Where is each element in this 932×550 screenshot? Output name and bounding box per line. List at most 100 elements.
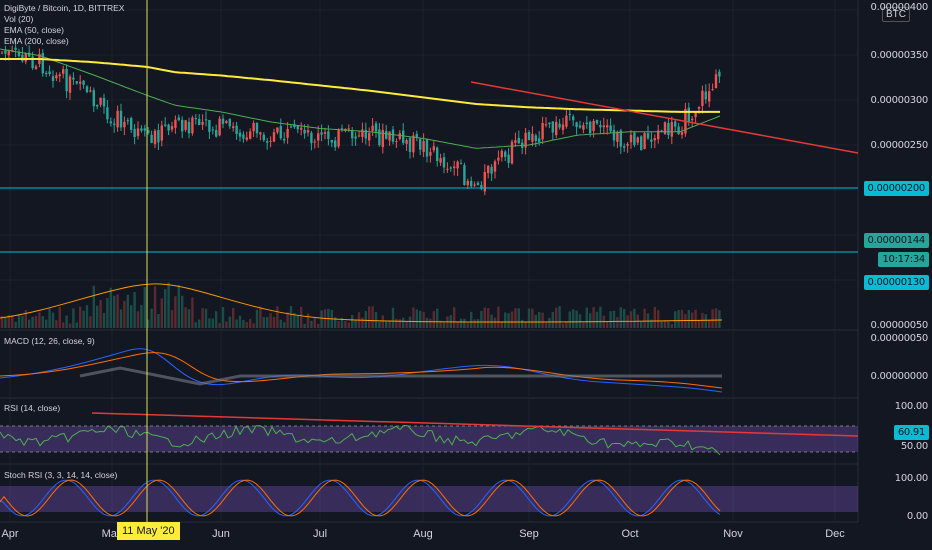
price-tick: 0.00000250	[870, 140, 929, 151]
time-tick-jun: Jun	[212, 528, 230, 540]
volume-bar	[211, 318, 214, 328]
candle	[612, 129, 616, 141]
candle	[55, 75, 58, 79]
candle	[534, 135, 537, 141]
volume-bar	[4, 316, 7, 328]
volume-bar	[14, 321, 17, 328]
volume-bar	[337, 321, 340, 328]
volume-bar	[398, 319, 401, 328]
candle	[636, 137, 639, 143]
candle	[667, 123, 670, 136]
candle	[255, 122, 259, 134]
volume-bar	[674, 311, 677, 328]
macd-tick: 0.00000050	[870, 333, 929, 344]
candle	[340, 128, 344, 130]
volume-bar	[548, 317, 551, 328]
volume-bar	[296, 315, 299, 328]
candle	[538, 138, 541, 143]
volume-bar	[99, 300, 102, 328]
candle	[58, 74, 61, 77]
candle	[347, 128, 350, 130]
candle	[262, 134, 265, 141]
volume-bar	[194, 322, 197, 328]
macd-tick: 0.00000000	[870, 371, 929, 382]
volume-bar	[320, 310, 323, 328]
stoch-label: Stoch RSI (3, 3, 14, 14, close)	[4, 470, 118, 480]
rsi-line	[0, 424, 721, 456]
stoch-rsi-pane	[0, 479, 858, 517]
candle	[487, 165, 490, 174]
volume-bar	[680, 309, 684, 328]
volume-bar	[408, 316, 412, 328]
volume-bar	[187, 309, 191, 328]
volume-bar	[75, 322, 78, 328]
volume-bar	[204, 308, 208, 328]
volume-bar	[694, 309, 697, 328]
volume-bar	[663, 320, 667, 328]
volume-bar	[385, 321, 388, 328]
volume-bar	[340, 317, 344, 328]
candle	[306, 130, 310, 133]
volume-bar	[555, 307, 558, 328]
volume-bar	[527, 308, 531, 328]
candle	[476, 182, 480, 186]
volume-bar	[106, 298, 109, 328]
candle	[51, 76, 55, 81]
volume-bar	[463, 318, 466, 328]
candle	[660, 130, 663, 132]
volume-bar	[538, 312, 541, 328]
volume-bar	[459, 318, 463, 328]
volume-bar	[473, 319, 476, 328]
candle	[368, 133, 371, 141]
ema200-label: EMA (200, close)	[4, 36, 69, 46]
candle	[259, 132, 262, 135]
volume-bar	[412, 307, 415, 328]
candle	[317, 133, 320, 141]
candle	[623, 146, 626, 148]
candle	[242, 134, 245, 139]
currency-button[interactable]: BTC	[882, 7, 910, 22]
volume-bar	[164, 289, 167, 328]
candle	[351, 130, 354, 139]
candle	[592, 120, 595, 131]
candle	[327, 131, 330, 140]
candle	[143, 128, 146, 131]
volume-bar	[34, 315, 38, 328]
candle	[374, 123, 378, 132]
candle	[215, 130, 218, 137]
candle	[575, 122, 578, 127]
candle	[680, 132, 684, 135]
volume-bar	[354, 319, 357, 328]
volume-bar	[544, 322, 548, 328]
candle	[279, 126, 282, 139]
volume-bar	[619, 307, 622, 328]
ema-lines	[0, 48, 721, 149]
volume-bar	[303, 323, 306, 328]
volume-bar	[269, 313, 272, 328]
volume-bar	[334, 317, 337, 328]
candle	[31, 56, 34, 69]
trendline	[470, 81, 859, 154]
ema50-label: EMA (50, close)	[4, 25, 64, 35]
volume-bar	[31, 316, 34, 328]
volume-bar	[374, 312, 378, 328]
volume-bar	[38, 312, 41, 328]
volume-bar	[592, 307, 595, 328]
candle	[626, 143, 629, 146]
volume-bar	[24, 310, 27, 328]
volume-bar	[476, 319, 480, 328]
stoch-d-line	[0, 479, 721, 517]
volume-bar	[130, 305, 133, 328]
volume-bar	[174, 296, 177, 328]
candle	[473, 184, 476, 186]
candle	[395, 141, 398, 143]
candle	[119, 110, 123, 128]
candle	[357, 135, 361, 137]
volume-bar	[697, 320, 701, 328]
volume-bar	[245, 322, 248, 328]
volume-bar	[629, 311, 633, 328]
candle	[708, 91, 711, 102]
candle	[167, 124, 170, 131]
volume-bar	[191, 297, 194, 328]
